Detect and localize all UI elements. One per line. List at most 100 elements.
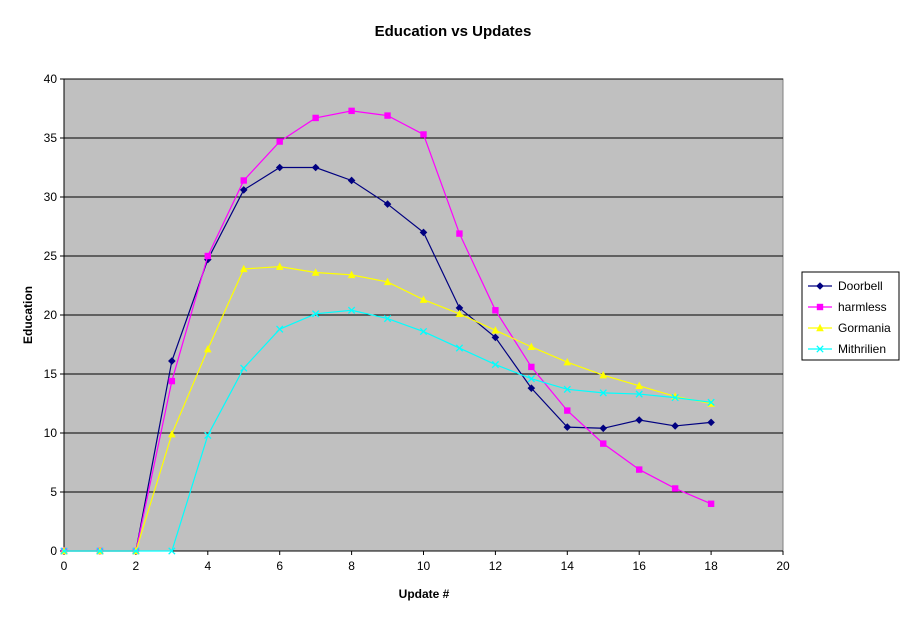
point-gormania-14: [563, 358, 572, 366]
x-tick-label-3: 6: [276, 559, 283, 573]
x-tick-label-4: 8: [348, 559, 355, 573]
legend: Doorbell harmless Gormania Mithrilien: [801, 271, 900, 361]
point-doorbell-3: [168, 357, 176, 365]
x-tick-label-7: 14: [561, 559, 575, 573]
point-doorbell-17: [671, 422, 679, 430]
x-tick-label-0: 0: [61, 559, 68, 573]
y-tick-label-4: 20: [44, 308, 58, 322]
point-gormania-11: [455, 309, 464, 318]
x-tick-label-5: 10: [417, 559, 431, 573]
point-harmless-4: [204, 252, 211, 260]
point-mithrilien-12: [491, 360, 500, 369]
point-harmless-9: [384, 112, 391, 119]
point-mithrilien-4: [204, 431, 212, 440]
y-tick-label-3: 15: [44, 367, 58, 381]
legend-marker-1: [816, 303, 824, 311]
point-doorbell-18: [707, 418, 715, 427]
y-tick-labels: 0 5 10 15 20 25 30 35 40: [44, 72, 64, 558]
point-harmless-7: [312, 114, 319, 122]
point-gormania-7: [311, 268, 320, 276]
legend-label-2: Gormania: [838, 321, 891, 335]
point-doorbell-14: [563, 423, 572, 431]
y-tick-label-5: 25: [44, 249, 58, 263]
point-mithrilien-18: [707, 398, 715, 406]
point-doorbell-6: [275, 163, 284, 172]
point-doorbell-15: [599, 424, 608, 433]
point-gormania-10: [419, 295, 428, 303]
point-harmless-10: [420, 131, 427, 138]
point-mithrilien-17: [671, 393, 679, 402]
point-harmless-18: [707, 500, 715, 507]
legend-label-1: harmless: [838, 300, 887, 314]
point-doorbell-8: [347, 176, 356, 185]
x-axis-label: Update #: [399, 587, 450, 601]
point-doorbell-9: [383, 200, 392, 208]
point-harmless-6: [276, 138, 283, 145]
point-gormania-3: [168, 429, 176, 438]
y-tick-label-2: 10: [44, 426, 58, 440]
chart-title: Education vs Updates: [375, 23, 532, 40]
point-mithrilien-9: [383, 314, 392, 323]
x-tick-label-10: 20: [776, 559, 790, 573]
x-tick-label-1: 2: [133, 559, 140, 573]
x-tick-label-8: 16: [633, 559, 647, 573]
x-tick-label-9: 18: [704, 559, 718, 573]
point-harmless-13: [528, 363, 535, 371]
point-harmless-15: [600, 440, 607, 447]
x-tick-labels: 0 2 4 6 8 10 12 14 16 18 20: [61, 551, 790, 573]
legend-label-0: Doorbell: [838, 279, 883, 293]
point-harmless-3: [168, 377, 176, 385]
point-gormania-15: [599, 370, 608, 379]
point-gormania-9: [383, 277, 392, 286]
x-tick-label-6: 12: [489, 559, 503, 573]
point-mithrilien-15: [599, 389, 607, 397]
point-mithrilien-14: [563, 385, 571, 393]
point-doorbell-13: [527, 384, 536, 392]
point-gormania-12: [491, 326, 500, 334]
point-doorbell-12: [491, 333, 500, 342]
y-tick-label-1: 5: [50, 485, 57, 499]
point-harmless-5: [240, 177, 247, 184]
point-gormania-6: [275, 262, 284, 270]
y-tick-label-7: 35: [44, 131, 58, 145]
point-gormania-5: [239, 264, 248, 273]
legend-marker-2: [816, 323, 824, 332]
point-gormania-4: [204, 345, 212, 353]
point-doorbell-16: [635, 416, 643, 424]
point-doorbell-10: [419, 228, 428, 237]
point-mithrilien-0: [60, 547, 68, 555]
legend-marker-3: [816, 345, 824, 353]
point-mithrilien-11: [455, 344, 464, 352]
point-doorbell-5: [239, 186, 248, 194]
point-gormania-8: [347, 270, 356, 279]
series-layer: [60, 107, 715, 555]
point-harmless-8: [348, 107, 355, 115]
x-tick-label-2: 4: [204, 559, 211, 573]
point-mithrilien-16: [635, 390, 643, 398]
point-harmless-14: [564, 407, 571, 414]
legend-label-3: Mithrilien: [838, 342, 886, 356]
point-harmless-12: [492, 307, 499, 314]
legend-marker-0: [816, 282, 824, 290]
point-doorbell-7: [311, 163, 320, 172]
grid-lines: [64, 78, 783, 493]
point-gormania-13: [527, 342, 536, 351]
point-mithrilien-1: [96, 547, 104, 555]
y-tick-label-6: 30: [44, 190, 58, 204]
point-gormania-16: [635, 381, 643, 389]
point-mithrilien-2: [132, 547, 140, 555]
point-harmless-16: [636, 466, 643, 473]
point-harmless-17: [671, 485, 679, 492]
point-mithrilien-13: [527, 375, 536, 383]
point-doorbell-11: [455, 304, 464, 312]
point-harmless-11: [456, 230, 463, 237]
point-mithrilien-3: [168, 547, 176, 555]
point-mithrilien-6: [276, 325, 284, 333]
point-mithrilien-10: [419, 327, 428, 336]
point-mithrilien-7: [311, 310, 320, 318]
y-tick-label-0: 0: [50, 544, 57, 558]
y-tick-label-8: 40: [44, 72, 58, 86]
point-mithrilien-5: [240, 364, 248, 372]
point-mithrilien-8: [347, 306, 356, 314]
